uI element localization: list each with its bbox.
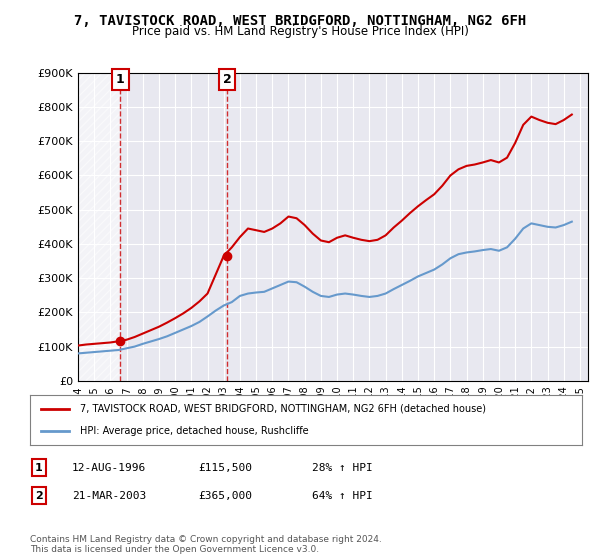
Bar: [78, 73, 121, 381]
Text: 2: 2: [223, 73, 232, 86]
Text: £115,500: £115,500: [198, 463, 252, 473]
Text: £365,000: £365,000: [198, 491, 252, 501]
Text: 7, TAVISTOCK ROAD, WEST BRIDGFORD, NOTTINGHAM, NG2 6FH: 7, TAVISTOCK ROAD, WEST BRIDGFORD, NOTTI…: [74, 14, 526, 28]
Text: 12-AUG-1996: 12-AUG-1996: [72, 463, 146, 473]
Text: 1: 1: [35, 463, 43, 473]
Text: HPI: Average price, detached house, Rushcliffe: HPI: Average price, detached house, Rush…: [80, 426, 308, 436]
Text: 2: 2: [35, 491, 43, 501]
Text: 7, TAVISTOCK ROAD, WEST BRIDGFORD, NOTTINGHAM, NG2 6FH (detached house): 7, TAVISTOCK ROAD, WEST BRIDGFORD, NOTTI…: [80, 404, 485, 414]
Text: 1: 1: [116, 73, 125, 86]
Bar: [78, 73, 121, 381]
Text: 28% ↑ HPI: 28% ↑ HPI: [312, 463, 373, 473]
Text: 64% ↑ HPI: 64% ↑ HPI: [312, 491, 373, 501]
Text: Price paid vs. HM Land Registry's House Price Index (HPI): Price paid vs. HM Land Registry's House …: [131, 25, 469, 38]
Text: Contains HM Land Registry data © Crown copyright and database right 2024.
This d: Contains HM Land Registry data © Crown c…: [30, 535, 382, 554]
Text: 21-MAR-2003: 21-MAR-2003: [72, 491, 146, 501]
